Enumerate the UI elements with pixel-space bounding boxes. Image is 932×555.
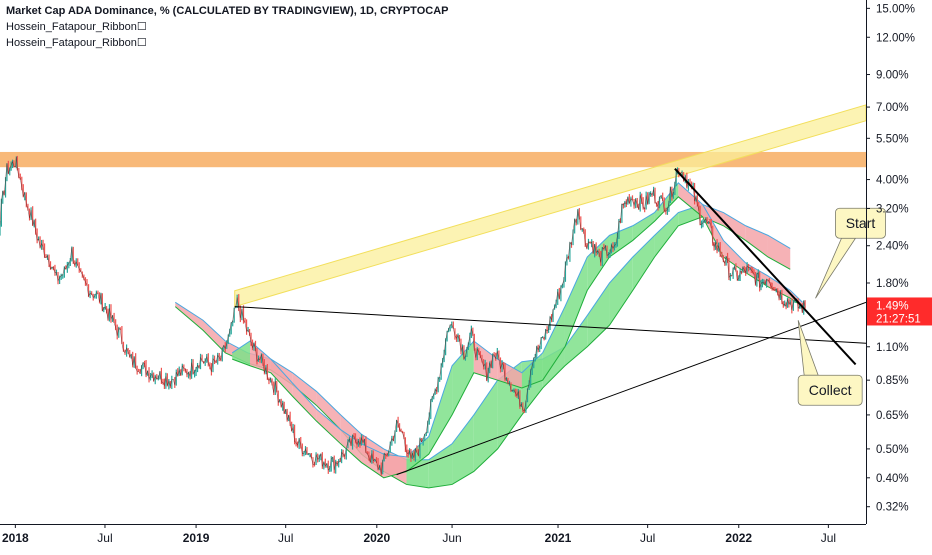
ribbon-slow-segment bbox=[428, 443, 453, 488]
x-tick-label: 2020 bbox=[363, 531, 390, 545]
x-tick-label: 2019 bbox=[183, 531, 210, 545]
trend-line-2 bbox=[396, 301, 866, 476]
ribbon-slow-segment bbox=[175, 302, 204, 331]
ribbon-fast-segment bbox=[270, 359, 293, 397]
ribbon-slow-segment bbox=[767, 235, 791, 270]
ribbon-slow-segment bbox=[723, 212, 746, 241]
x-tick-label: Jul bbox=[821, 531, 836, 545]
y-tick-label: 12.00% bbox=[876, 32, 915, 44]
ribbon-slow-segment bbox=[609, 256, 633, 326]
ribbon-fast-segment bbox=[452, 341, 474, 415]
ribbon-fast-segment bbox=[632, 212, 655, 241]
ribbon-fast-segment bbox=[609, 225, 633, 257]
y-tick-label: 0.40% bbox=[876, 473, 909, 485]
last-value-bg bbox=[867, 297, 932, 326]
resistance-zone bbox=[0, 151, 866, 168]
y-tick-label: 4.00% bbox=[876, 175, 909, 187]
last-value-badge: 1.49%21:27:51 bbox=[867, 297, 932, 326]
ribbon-fast-segment bbox=[678, 182, 703, 217]
x-tick-label: Jul bbox=[278, 531, 293, 545]
ribbon-slow-segment bbox=[632, 235, 655, 291]
y-tick-label: 0.65% bbox=[876, 410, 909, 422]
ribbon-fast-segment bbox=[767, 275, 791, 299]
chart-title: Market Cap ADA Dominance, % (CALCULATED … bbox=[6, 5, 449, 17]
ribbon-fast-segment bbox=[316, 409, 341, 444]
y-tick-label: 15.00% bbox=[876, 3, 915, 15]
trend-line-1 bbox=[234, 306, 866, 344]
y-tick-label: 7.00% bbox=[876, 102, 909, 114]
ribbon-slow-segment bbox=[292, 372, 317, 406]
ribbon-fast-segment bbox=[564, 256, 588, 347]
ribbon-slow-segment bbox=[203, 320, 226, 353]
price-line bbox=[0, 156, 806, 475]
ribbon-slow-segment bbox=[564, 315, 588, 366]
y-tick-label: 1.10% bbox=[876, 342, 909, 354]
ribbon-slow-segment bbox=[587, 282, 610, 347]
ribbon-fast-upper-edge bbox=[231, 182, 803, 458]
callout-label: Collect bbox=[809, 382, 852, 398]
indicator-label-1[interactable]: Hossein_Fatapour_Ribbon☐ bbox=[6, 21, 147, 33]
ribbon-slow-segment bbox=[745, 225, 768, 257]
ribbon-slow-segment bbox=[452, 414, 474, 485]
callout-label: Start bbox=[846, 215, 876, 231]
trend-line-3 bbox=[674, 168, 857, 366]
y-tick-label: 2.40% bbox=[876, 241, 909, 253]
ribbon-fast-segment bbox=[232, 341, 251, 366]
indicator-label-2[interactable]: Hossein_Fatapour_Ribbon☐ bbox=[6, 37, 147, 49]
callout-box bbox=[835, 207, 886, 239]
ribbon-fast-segment bbox=[428, 365, 453, 455]
y-tick-label: 9.00% bbox=[876, 70, 909, 82]
ribbon-slow-segment bbox=[702, 204, 724, 226]
ribbon-fast-segment bbox=[292, 383, 317, 422]
chart-legend: Market Cap ADA Dominance, % (CALCULATED … bbox=[6, 3, 449, 51]
ribbon-slow-segment bbox=[473, 380, 498, 472]
ribbon-fast-segment bbox=[383, 454, 407, 478]
callout-box bbox=[797, 374, 863, 406]
ribbon-fast-segment bbox=[723, 240, 746, 273]
x-tick-label: Jul bbox=[97, 531, 112, 545]
x-tick-label: Jun bbox=[442, 531, 461, 545]
callout-start[interactable]: Start bbox=[815, 207, 886, 299]
y-tick-label: 1.80% bbox=[876, 278, 909, 290]
y-tick-label: 3.20% bbox=[876, 203, 909, 215]
ribbon-slow-upper-edge bbox=[175, 203, 791, 461]
x-tick-label: 2018 bbox=[2, 531, 29, 545]
channel-band bbox=[234, 104, 866, 308]
last-value-timer: 21:27:51 bbox=[876, 313, 921, 325]
x-tick-label: Jul bbox=[640, 531, 655, 545]
ribbon-slow-segment bbox=[654, 212, 679, 257]
y-tick-label: 0.32% bbox=[876, 502, 909, 514]
y-tick-label: 0.50% bbox=[876, 444, 909, 456]
last-value-price: 1.49% bbox=[876, 300, 909, 312]
y-tick-label: 5.50% bbox=[876, 133, 909, 145]
x-tick-label: 2022 bbox=[725, 531, 752, 545]
ribbon-slow-segment bbox=[316, 391, 341, 430]
x-tick-label: 2021 bbox=[545, 531, 572, 545]
callout-collect[interactable]: Collect bbox=[797, 320, 863, 406]
y-tick-label: 0.85% bbox=[876, 375, 909, 387]
